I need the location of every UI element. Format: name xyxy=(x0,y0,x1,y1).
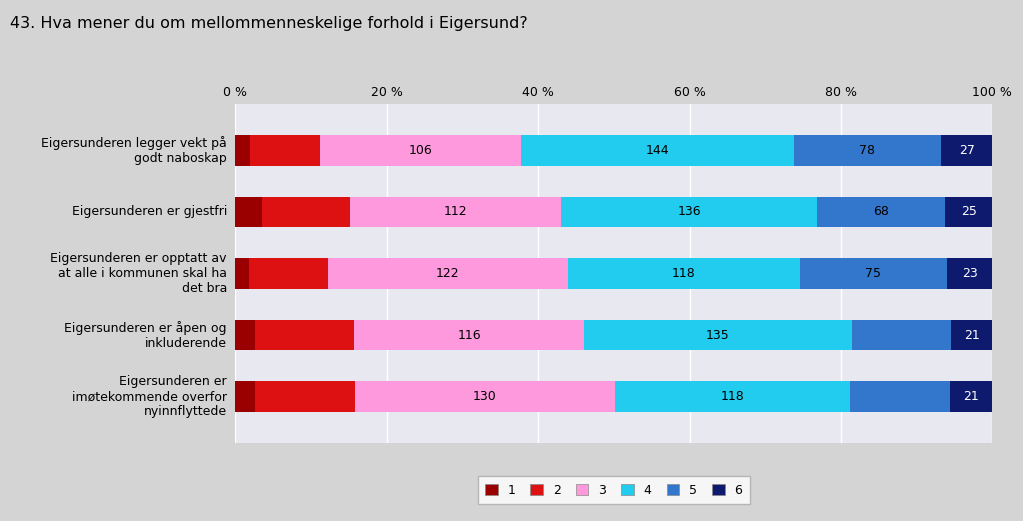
Text: 130: 130 xyxy=(473,390,497,403)
Text: 118: 118 xyxy=(721,390,745,403)
Bar xyxy=(941,135,992,166)
Text: 106: 106 xyxy=(409,144,433,157)
Bar xyxy=(615,381,850,412)
Bar xyxy=(249,258,327,289)
Bar xyxy=(521,135,794,166)
Text: 21: 21 xyxy=(964,329,979,342)
Bar xyxy=(568,258,800,289)
Text: 135: 135 xyxy=(706,329,729,342)
Text: 21: 21 xyxy=(964,390,979,403)
Bar xyxy=(235,196,262,227)
Bar xyxy=(561,196,817,227)
Text: 118: 118 xyxy=(672,267,696,280)
Bar xyxy=(817,196,945,227)
Bar xyxy=(327,258,568,289)
Text: 25: 25 xyxy=(961,205,977,218)
Bar xyxy=(235,381,256,412)
Bar xyxy=(350,196,561,227)
Bar xyxy=(235,320,255,351)
Text: 144: 144 xyxy=(646,144,669,157)
Bar xyxy=(800,258,947,289)
Bar xyxy=(251,135,320,166)
Bar xyxy=(320,135,521,166)
Text: 23: 23 xyxy=(962,267,978,280)
Bar xyxy=(255,320,354,351)
Bar xyxy=(945,196,992,227)
Bar xyxy=(235,258,249,289)
Bar xyxy=(235,135,251,166)
Bar xyxy=(355,381,615,412)
Bar xyxy=(584,320,851,351)
Bar xyxy=(950,320,992,351)
Legend: 1, 2, 3, 4, 5, 6: 1, 2, 3, 4, 5, 6 xyxy=(478,476,750,504)
Text: 112: 112 xyxy=(444,205,468,218)
Text: 43. Hva mener du om mellommenneskelige forhold i Eigersund?: 43. Hva mener du om mellommenneskelige f… xyxy=(10,16,528,31)
Text: 78: 78 xyxy=(859,144,876,157)
Text: 136: 136 xyxy=(677,205,701,218)
Text: 122: 122 xyxy=(436,267,459,280)
Bar xyxy=(256,381,355,412)
Bar xyxy=(794,135,941,166)
Bar xyxy=(950,381,992,412)
Bar xyxy=(850,381,950,412)
Bar xyxy=(262,196,350,227)
Bar xyxy=(851,320,950,351)
Text: 75: 75 xyxy=(865,267,882,280)
Bar xyxy=(947,258,992,289)
Text: 68: 68 xyxy=(874,205,889,218)
Text: 116: 116 xyxy=(457,329,481,342)
Text: 27: 27 xyxy=(959,144,975,157)
Bar xyxy=(354,320,584,351)
